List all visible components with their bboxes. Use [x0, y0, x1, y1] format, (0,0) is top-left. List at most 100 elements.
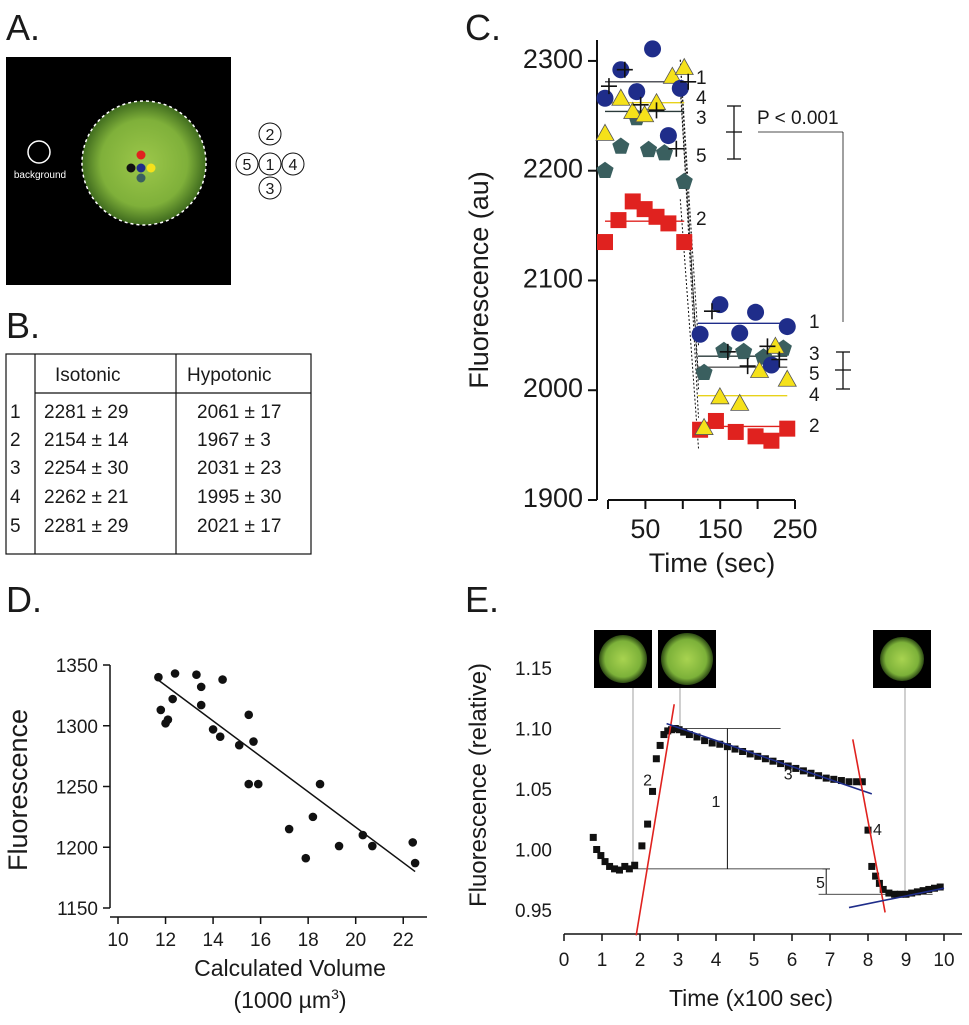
series-1-label-hypotonic: 1 [809, 312, 820, 333]
series-2-point [727, 423, 744, 440]
series-1-point [711, 296, 729, 314]
panel-e-xtick-label: 2 [635, 950, 646, 971]
table-row-1-isotonic: 2281 ± 29 [44, 402, 128, 423]
series-5-point [632, 96, 649, 113]
panel-c-ytick-label: 2000 [523, 373, 583, 403]
panel-d-label: D. [6, 579, 42, 620]
panel-d-ytick-label: 1250 [56, 778, 98, 799]
roi-1-dot [136, 163, 146, 173]
series-4-point [595, 123, 615, 141]
panel-d-point [218, 675, 227, 684]
panel-e-point [896, 890, 904, 898]
panel-e-point [858, 778, 866, 786]
panel-d-ytick-label: 1350 [56, 656, 98, 677]
series-5-point [759, 338, 776, 355]
panel-d-point [358, 830, 368, 840]
panel-d-point [410, 858, 420, 868]
roi-5-dot [126, 163, 136, 173]
panel-d-point [196, 682, 206, 692]
panel-c-ylabel: Fluorescence (au) [464, 171, 494, 389]
series-5-point [616, 61, 633, 78]
panel-c-xtick-label: 250 [772, 514, 817, 544]
segment-label-2: 2 [643, 772, 652, 789]
panel-d-xtick-label: 18 [298, 930, 319, 951]
series-3-point [596, 161, 614, 178]
panel-d-point [284, 824, 294, 834]
series-2-point [597, 234, 613, 251]
panel-d-point [196, 700, 206, 710]
series-4-label-isotonic: 4 [696, 88, 707, 109]
roi-legend-2: 2 [266, 127, 275, 144]
panel-d-point [368, 841, 377, 851]
fit-line-2 [635, 704, 675, 936]
panel-e-point [739, 747, 747, 755]
series-1-point [747, 303, 765, 321]
series-2-point [660, 215, 677, 232]
panel-d-xtick-label: 16 [250, 930, 271, 951]
panel-d-point [170, 669, 180, 678]
series-1-point [671, 79, 689, 97]
series-3-point [735, 342, 753, 360]
panel-e-point [611, 865, 619, 873]
panel-e-point [621, 862, 629, 870]
panel-e-point [615, 866, 623, 874]
roi-legend-4: 4 [289, 157, 298, 174]
series-2-point [747, 428, 764, 445]
panel-c-ytick-label: 1900 [523, 483, 583, 513]
panel-e-xtick-label: 1 [597, 950, 608, 971]
background-label: background [14, 170, 66, 181]
series-4-point [662, 66, 683, 84]
panel-e-xtick-label: 4 [711, 950, 722, 971]
panel-d-xtick-label: 14 [203, 930, 225, 951]
panel-e-point [675, 726, 683, 734]
roi-legend [235, 122, 305, 200]
series-5-point [648, 102, 665, 119]
panel-e-point [680, 728, 688, 736]
panel-e-point [919, 887, 927, 895]
series-4-point [749, 360, 770, 378]
panel-e-plot: 1 2 3 4 5 [589, 688, 945, 936]
panel-e-point [864, 826, 872, 834]
panel-c-ytick-label: 2300 [523, 44, 583, 74]
panel-e-ytick-label: 0.95 [515, 901, 552, 922]
panel-e-point [644, 820, 652, 828]
panel-e-point [837, 777, 845, 785]
table-row-4-id: 4 [10, 487, 21, 508]
roi-legend-5: 5 [243, 157, 252, 174]
series-1-point [659, 127, 677, 145]
panel-d-point [308, 812, 318, 822]
cell-body [82, 101, 206, 225]
series-4-point [777, 369, 797, 387]
panel-e-ytick-label: 1.10 [515, 720, 552, 741]
panel-e-xtick-label: 7 [825, 950, 836, 971]
panel-d-ytick-label: 1300 [56, 717, 98, 738]
table-rows: 1 2281 ± 29 2061 ± 17 2 2154 ± 14 1967 ± 3 3 22… [10, 402, 281, 537]
panel-e-point [589, 833, 597, 841]
table-row-4-hypotonic: 1995 ± 30 [197, 487, 281, 508]
series-5-point [771, 351, 788, 368]
panel-c: C. Fluorescence (au) Time (sec) 1900 2000… [464, 7, 851, 578]
roi-4-dot [146, 163, 156, 173]
panel-d-point [163, 715, 173, 724]
panel-e-point [853, 778, 861, 786]
series-3-point [612, 137, 630, 154]
series-2-point [779, 420, 796, 437]
panel-e-point [601, 858, 609, 866]
panel-d-point [249, 737, 258, 746]
cell-outline [81, 100, 207, 226]
table-row-3-hypotonic: 2031 ± 23 [197, 458, 281, 479]
panel-d-xtick-label: 10 [107, 930, 128, 951]
panel-e-point [769, 757, 777, 765]
segment-label-1: 1 [712, 794, 721, 811]
series-5-label-hypotonic: 5 [809, 364, 820, 385]
panel-e-point [656, 741, 664, 749]
panel-d-xtick-label: 20 [345, 930, 366, 951]
series-5-point [703, 303, 720, 320]
series-4-point [674, 57, 694, 75]
panel-d: D. Fluorescence Calculated Volume (1000 … [3, 579, 427, 1013]
table-row-1-hypotonic: 2061 ± 17 [197, 402, 281, 423]
panel-e-point [936, 883, 944, 891]
panel-e-point [872, 872, 880, 880]
panel-e-point [746, 750, 754, 758]
